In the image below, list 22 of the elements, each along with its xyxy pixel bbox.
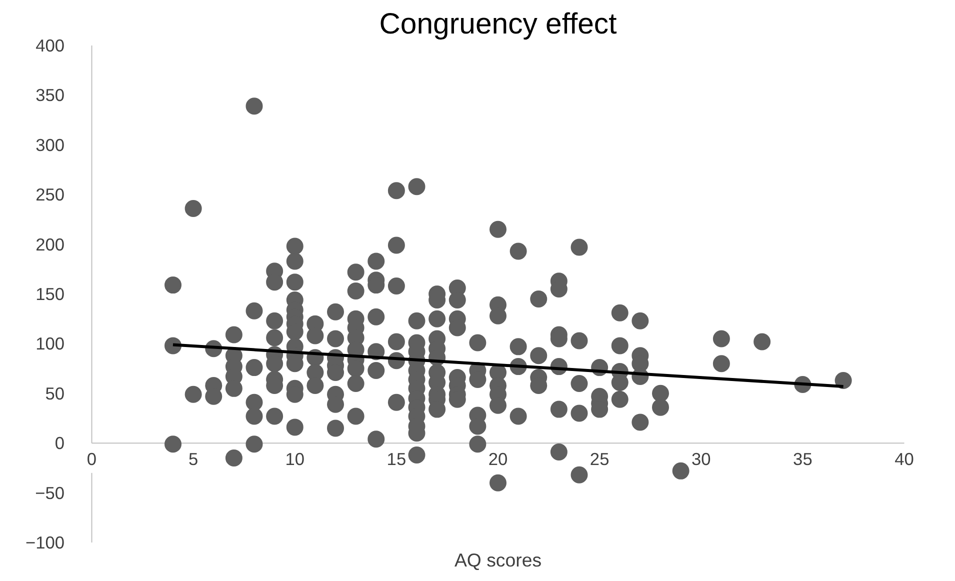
y-tick-label: 250 — [36, 184, 65, 205]
x-tick-label: 40 — [894, 449, 914, 470]
y-tick-label: 50 — [45, 383, 65, 404]
x-tick-label: 15 — [386, 449, 406, 470]
x-axis-title: AQ scores — [454, 550, 542, 570]
y-tick-label: 100 — [36, 334, 65, 354]
y-tick-label: 200 — [36, 234, 65, 254]
x-tick-label: 35 — [793, 449, 812, 470]
chart-title: Congruency effect — [379, 8, 617, 40]
y-tick-label: 400 — [36, 36, 65, 56]
x-tick-label: 30 — [691, 449, 711, 470]
x-tick-label: 20 — [488, 449, 508, 470]
y-tick-label: 300 — [36, 134, 65, 155]
x-tick-label: 5 — [188, 449, 198, 470]
x-tick-label: 25 — [590, 449, 610, 470]
y-tick-label: 350 — [36, 85, 65, 106]
y-tick-label: 150 — [36, 284, 65, 304]
y-tick-label: −50 — [35, 482, 65, 503]
y-tick-label: −100 — [25, 532, 64, 552]
x-tick-label: 0 — [86, 449, 97, 470]
x-tick-label: 10 — [285, 449, 305, 470]
y-tick-label: 0 — [54, 433, 65, 454]
